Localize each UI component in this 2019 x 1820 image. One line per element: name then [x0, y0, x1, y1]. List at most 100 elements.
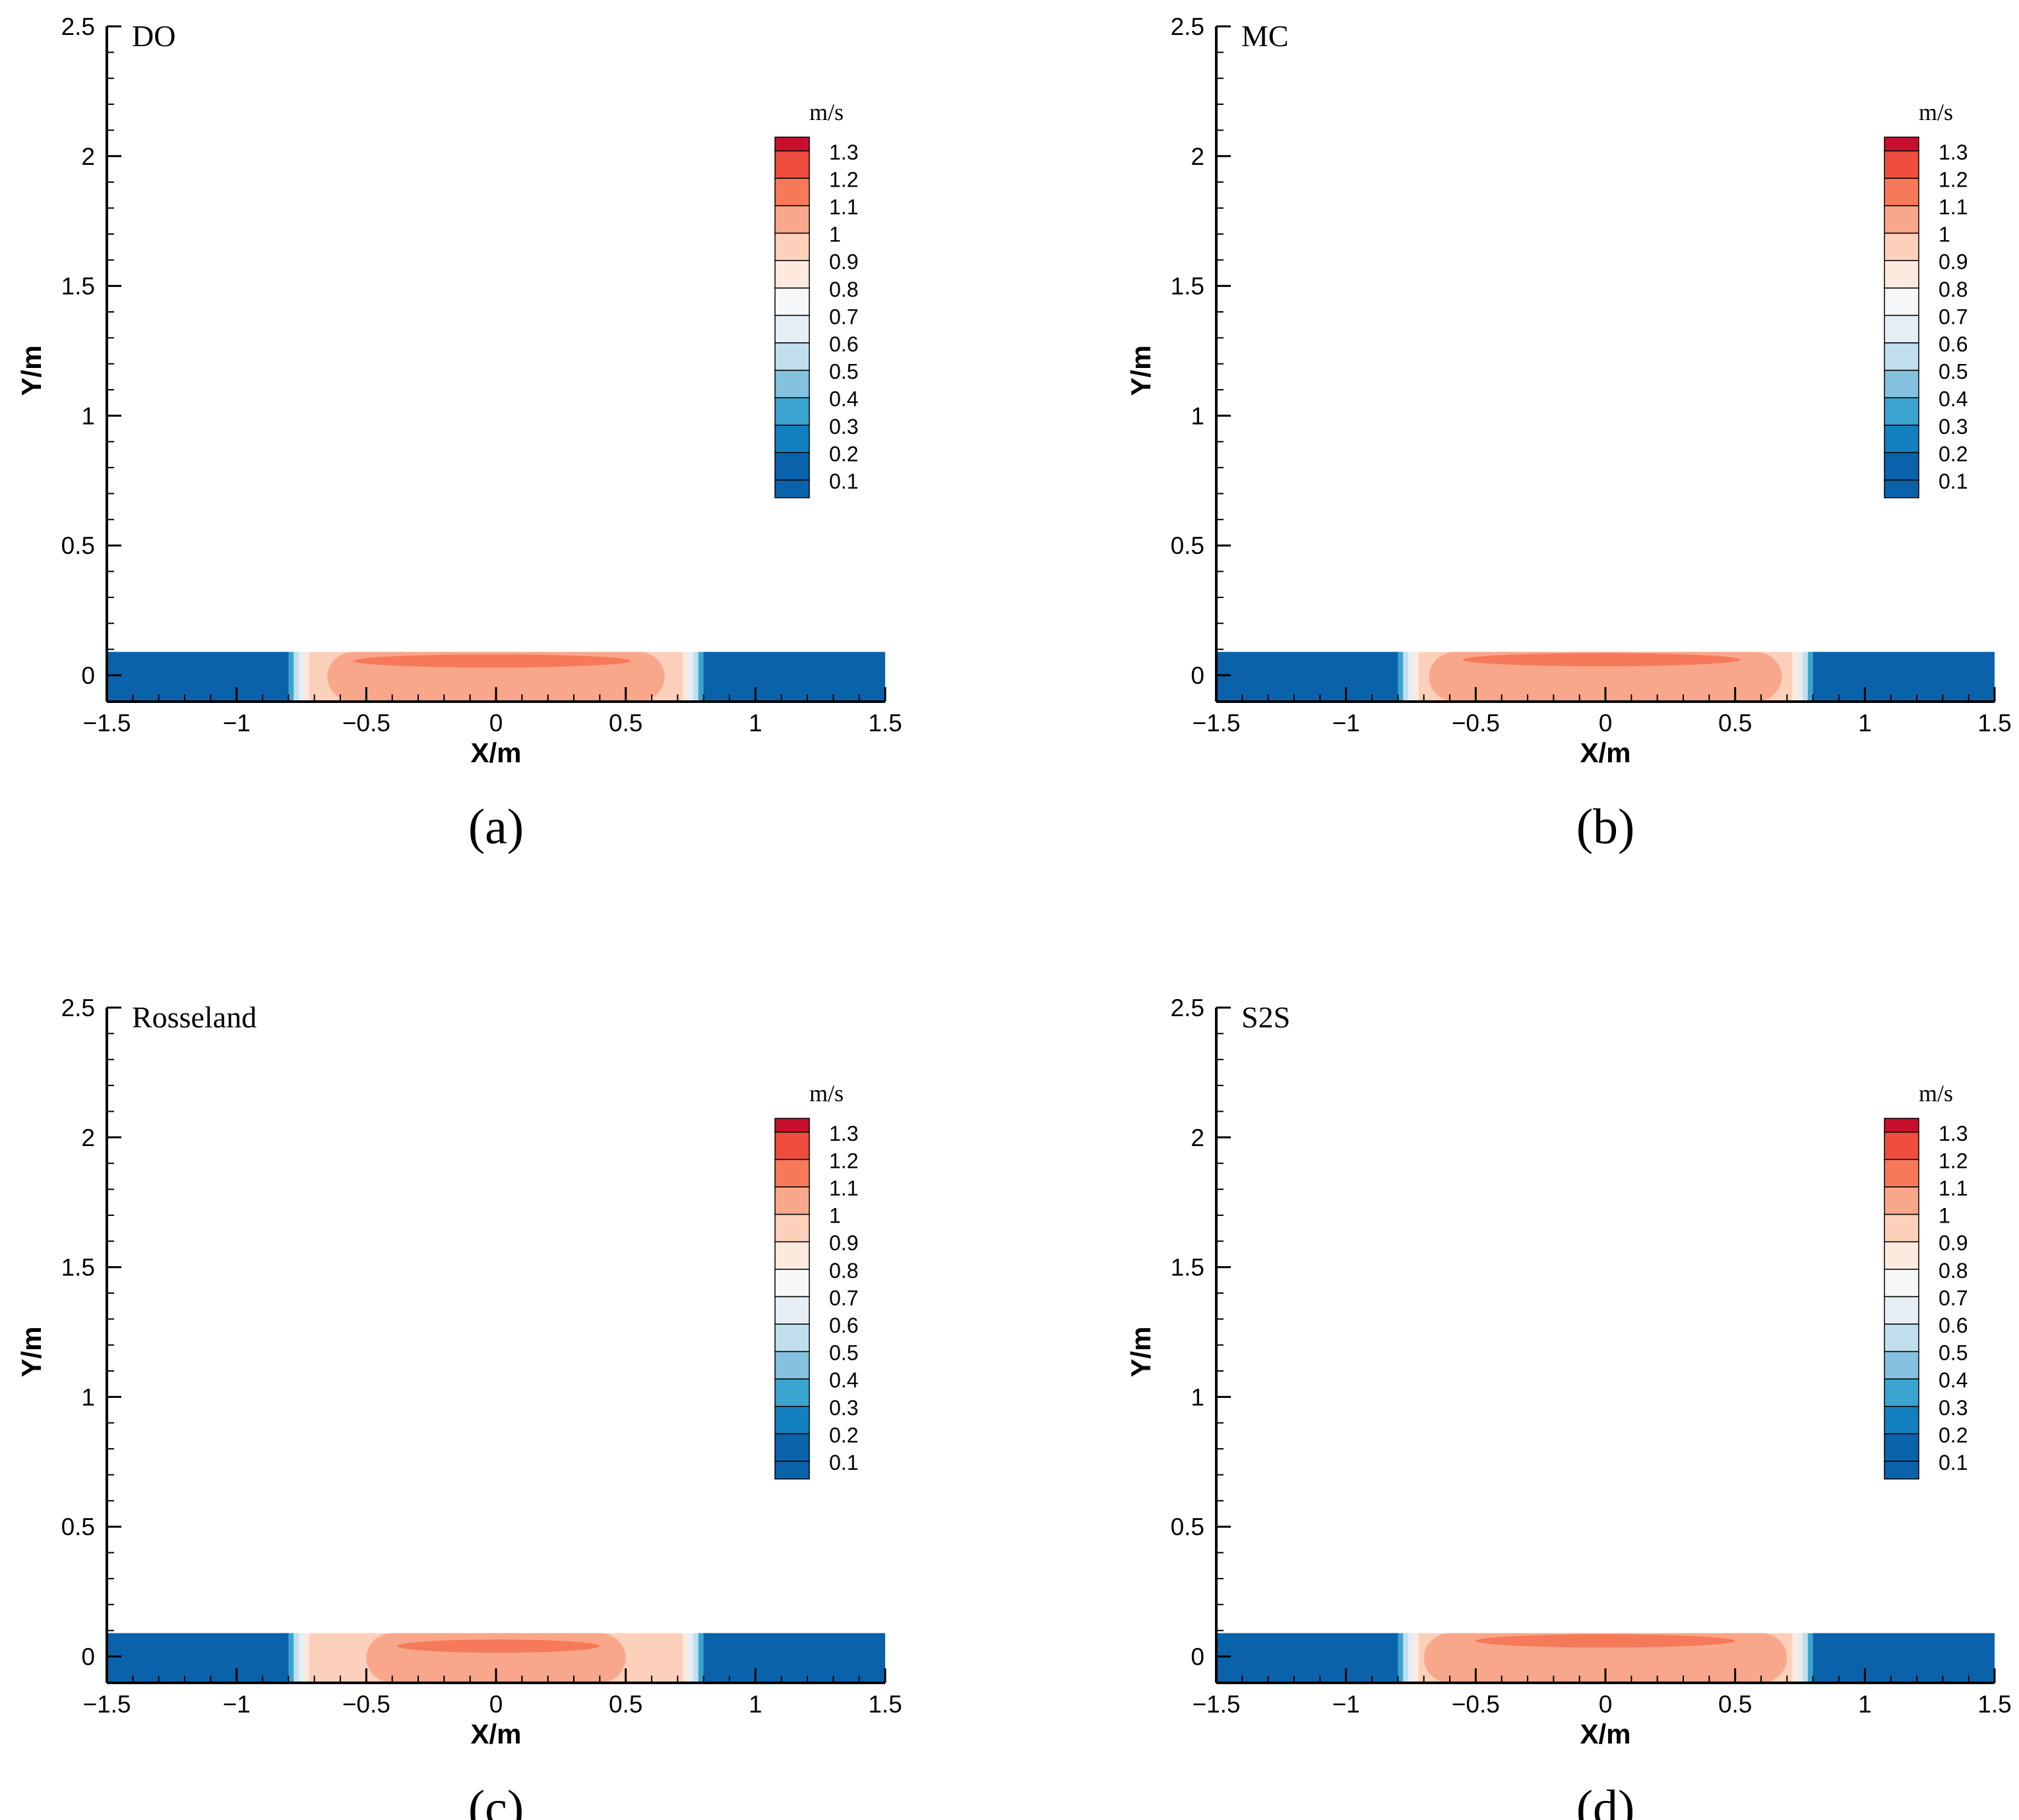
y-tick-label: 0	[1191, 1643, 1204, 1670]
field-transition-cell	[677, 1633, 683, 1683]
colorbar-cell	[1884, 150, 1919, 179]
colorbar-cell	[1884, 1433, 1919, 1462]
x-tick-label: −0.5	[1452, 710, 1500, 737]
x-axis-label: X/m	[1580, 737, 1631, 768]
field-transition-cell	[1398, 1633, 1404, 1683]
colorbar-cell	[774, 1350, 810, 1380]
colorbar-cell	[774, 1461, 810, 1480]
x-tick-label: 1	[1858, 1691, 1872, 1718]
colorbar-cell	[1884, 1461, 1919, 1480]
colorbar: m/s 1.3 1.2 1.1 1 0.9 0.8 0.7 0.6 0.5 0.4 0.3 0.2 0.1	[1884, 1080, 1968, 1480]
chart-panel: 0 0.5 1 1.5 2 2.5 −1.5 −1 −0.5 0 0.5 1 1.5 X/m Y/m DO (a…	[16, 13, 902, 855]
x-tick-label: −0.5	[1452, 1691, 1500, 1718]
velocity-field	[1216, 1633, 1995, 1683]
field-transition-cell	[303, 652, 310, 702]
colorbar-cap	[1884, 1118, 1919, 1133]
colorbar-cell	[774, 232, 810, 261]
x-tick-label: 0.5	[1718, 1691, 1752, 1718]
colorbar: m/s 1.3 1.2 1.1 1 0.9 0.8 0.7 0.6 0.5 0.4 0.3 0.2 0.1	[774, 1080, 858, 1480]
x-axis-label: X/m	[470, 1718, 521, 1749]
y-tick-label: 2.5	[1171, 13, 1204, 40]
colorbar-level-label: 0.6	[1939, 332, 1968, 356]
field-peak	[353, 654, 631, 668]
x-tick-label: 0	[1599, 1691, 1613, 1718]
x-tick-label: −1.5	[82, 1691, 131, 1718]
y-tick-label: 2	[1191, 1124, 1204, 1151]
colorbar-level-label: 0.9	[1939, 1231, 1968, 1255]
y-tick-label: 1.5	[1171, 1254, 1204, 1281]
axes: 0 0.5 1 1.5 2 2.5 −1.5 −1 −0.5 0 0.5 1 1.5	[61, 994, 902, 1718]
y-tick-label: 1	[1191, 1383, 1204, 1410]
field-transition-cell	[1807, 652, 1814, 702]
colorbar-cell	[774, 342, 810, 371]
field-transition-cell	[294, 652, 299, 702]
velocity-field	[107, 1633, 885, 1683]
subfigure-label: (a)	[468, 799, 524, 855]
colorbar-cell	[1884, 425, 1919, 454]
colorbar-unit: m/s	[809, 99, 844, 125]
colorbar-level-label: 0.7	[829, 305, 858, 328]
velocity-field	[107, 652, 885, 702]
colorbar-level-label: 1	[1939, 1204, 1950, 1228]
subfigure-label: (c)	[468, 1780, 524, 1820]
colorbar-level-label: 0.1	[829, 470, 858, 493]
x-tick-label: −1	[1332, 710, 1360, 737]
colorbar-cell	[1884, 1159, 1919, 1188]
colorbar-level-label: 1.2	[1939, 167, 1968, 191]
colorbar-level-label: 0.4	[829, 387, 858, 411]
axes: 0 0.5 1 1.5 2 2.5 −1.5 −1 −0.5 0 0.5 1 1.5	[61, 13, 902, 737]
y-tick-label: 1	[81, 1383, 95, 1410]
subfigure-label: (b)	[1576, 799, 1635, 855]
colorbar-level-label: 1.3	[1939, 140, 1968, 164]
colorbar-cell	[774, 205, 810, 234]
field-transition-cell	[1418, 1633, 1425, 1683]
field-transition-cell	[299, 1633, 305, 1683]
colorbar-level-label: 0.1	[1939, 470, 1968, 493]
x-tick-label: −0.5	[342, 710, 390, 737]
x-tick-label: 1.5	[868, 710, 902, 737]
x-tick-label: −1	[223, 710, 251, 737]
field-transition-cell	[1787, 1633, 1793, 1683]
x-tick-label: −1	[223, 1691, 251, 1718]
x-tick-label: −1.5	[1192, 1691, 1240, 1718]
y-tick-label: 2.5	[61, 994, 95, 1021]
field-transition-cell	[1792, 1633, 1798, 1683]
colorbar-level-label: 0.7	[829, 1286, 858, 1310]
colorbar-cell	[774, 1132, 810, 1161]
colorbar-level-label: 0.4	[1939, 387, 1968, 411]
colorbar-cap	[1884, 136, 1919, 152]
colorbar-cell	[774, 177, 810, 206]
colorbar-level-label: 1	[1939, 223, 1950, 247]
colorbar-level-label: 0.1	[1939, 1451, 1968, 1474]
y-axis-label: Y/m	[1125, 345, 1156, 396]
colorbar-level-label: 0.3	[829, 1396, 858, 1420]
x-tick-label: 0	[489, 1691, 503, 1718]
colorbar-cap	[774, 136, 810, 152]
y-tick-label: 0.5	[61, 1513, 95, 1540]
y-tick-label: 1.5	[1171, 273, 1204, 300]
colorbar-level-label: 0.7	[1939, 305, 1968, 328]
colorbar-level-label: 0.3	[829, 415, 858, 439]
x-tick-label: 1.5	[868, 1691, 902, 1718]
field-transition-cell	[309, 652, 315, 702]
colorbar-cell	[1884, 288, 1919, 317]
colorbar-level-label: 0.6	[829, 1314, 858, 1337]
colorbar-level-label: 1.3	[829, 1122, 858, 1145]
y-tick-label: 0.5	[1171, 1513, 1204, 1540]
colorbar-cell	[774, 1406, 810, 1435]
field-transition-cell	[688, 652, 694, 702]
colorbar-cell	[774, 1213, 810, 1242]
panels: 0 0.5 1 1.5 2 2.5 −1.5 −1 −0.5 0 0.5 1 1.5 X/m Y/m DO (a…	[16, 13, 2012, 1820]
colorbar-level-label: 1.2	[1939, 1149, 1968, 1172]
colorbar-level-label: 0.5	[1939, 360, 1968, 384]
field-low-speed-right	[703, 652, 885, 702]
x-tick-label: 1.5	[1977, 1691, 2011, 1718]
colorbar-cell	[1884, 369, 1919, 398]
field-transition-cell	[288, 652, 294, 702]
chart-panel: 0 0.5 1 1.5 2 2.5 −1.5 −1 −0.5 0 0.5 1 1.5 X/m Y/m MC (b…	[1125, 13, 2012, 855]
colorbar: m/s 1.3 1.2 1.1 1 0.9 0.8 0.7 0.6 0.5 0.4 0.3 0.2 0.1	[1884, 99, 1968, 499]
panel-title: S2S	[1241, 1000, 1290, 1034]
y-tick-label: 1	[81, 402, 95, 429]
field-transition-cell	[1408, 652, 1414, 702]
